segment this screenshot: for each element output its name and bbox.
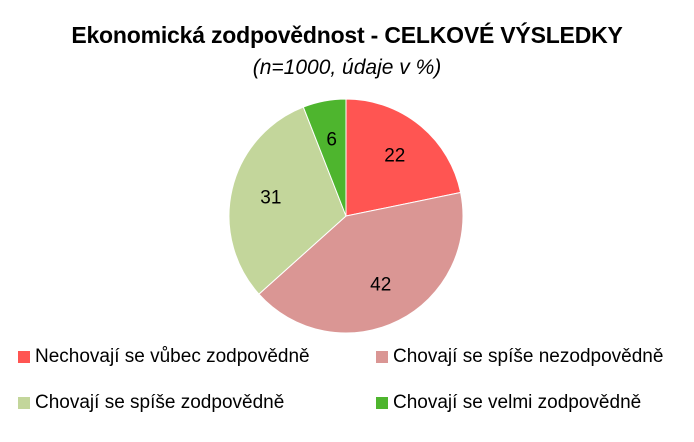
pie-slice bbox=[258, 191, 464, 334]
pie-slice bbox=[228, 106, 347, 295]
chart-subtitle: (n=1000, údaje v %) bbox=[252, 56, 442, 79]
pie-slice bbox=[302, 98, 347, 217]
slice-data-label: 6 bbox=[326, 130, 337, 151]
slice-data-label: 31 bbox=[260, 188, 281, 209]
slice-data-label: 22 bbox=[384, 146, 405, 167]
slice-data-label: 42 bbox=[370, 274, 391, 295]
chart-title: Ekonomická zodpovědnost - CELKOVÉ VÝSLED… bbox=[71, 22, 623, 48]
pie-slice bbox=[345, 98, 462, 217]
